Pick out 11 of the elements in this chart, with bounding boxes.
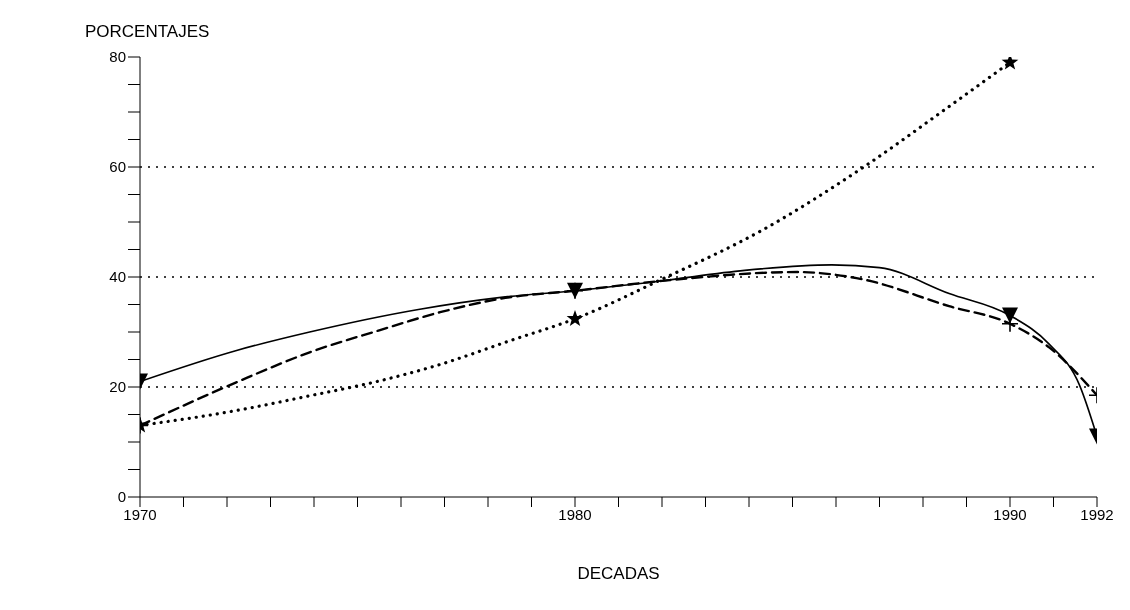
y-tick-label: 20 xyxy=(109,378,126,396)
x-tick-label: 1970 xyxy=(123,505,157,523)
y-tick-label: 60 xyxy=(109,158,126,176)
x-tick-label: 1992 xyxy=(1080,505,1114,523)
x-tick-label: 1990 xyxy=(993,505,1027,523)
y-tick-label: 0 xyxy=(117,488,126,506)
y-tick-label: 80 xyxy=(109,48,126,66)
x-axis-title: DECADAS xyxy=(576,564,661,584)
y-axis-title: PORCENTAJES xyxy=(85,22,210,42)
x-tick-label: 1980 xyxy=(558,505,592,523)
y-tick-label: 40 xyxy=(109,268,126,286)
